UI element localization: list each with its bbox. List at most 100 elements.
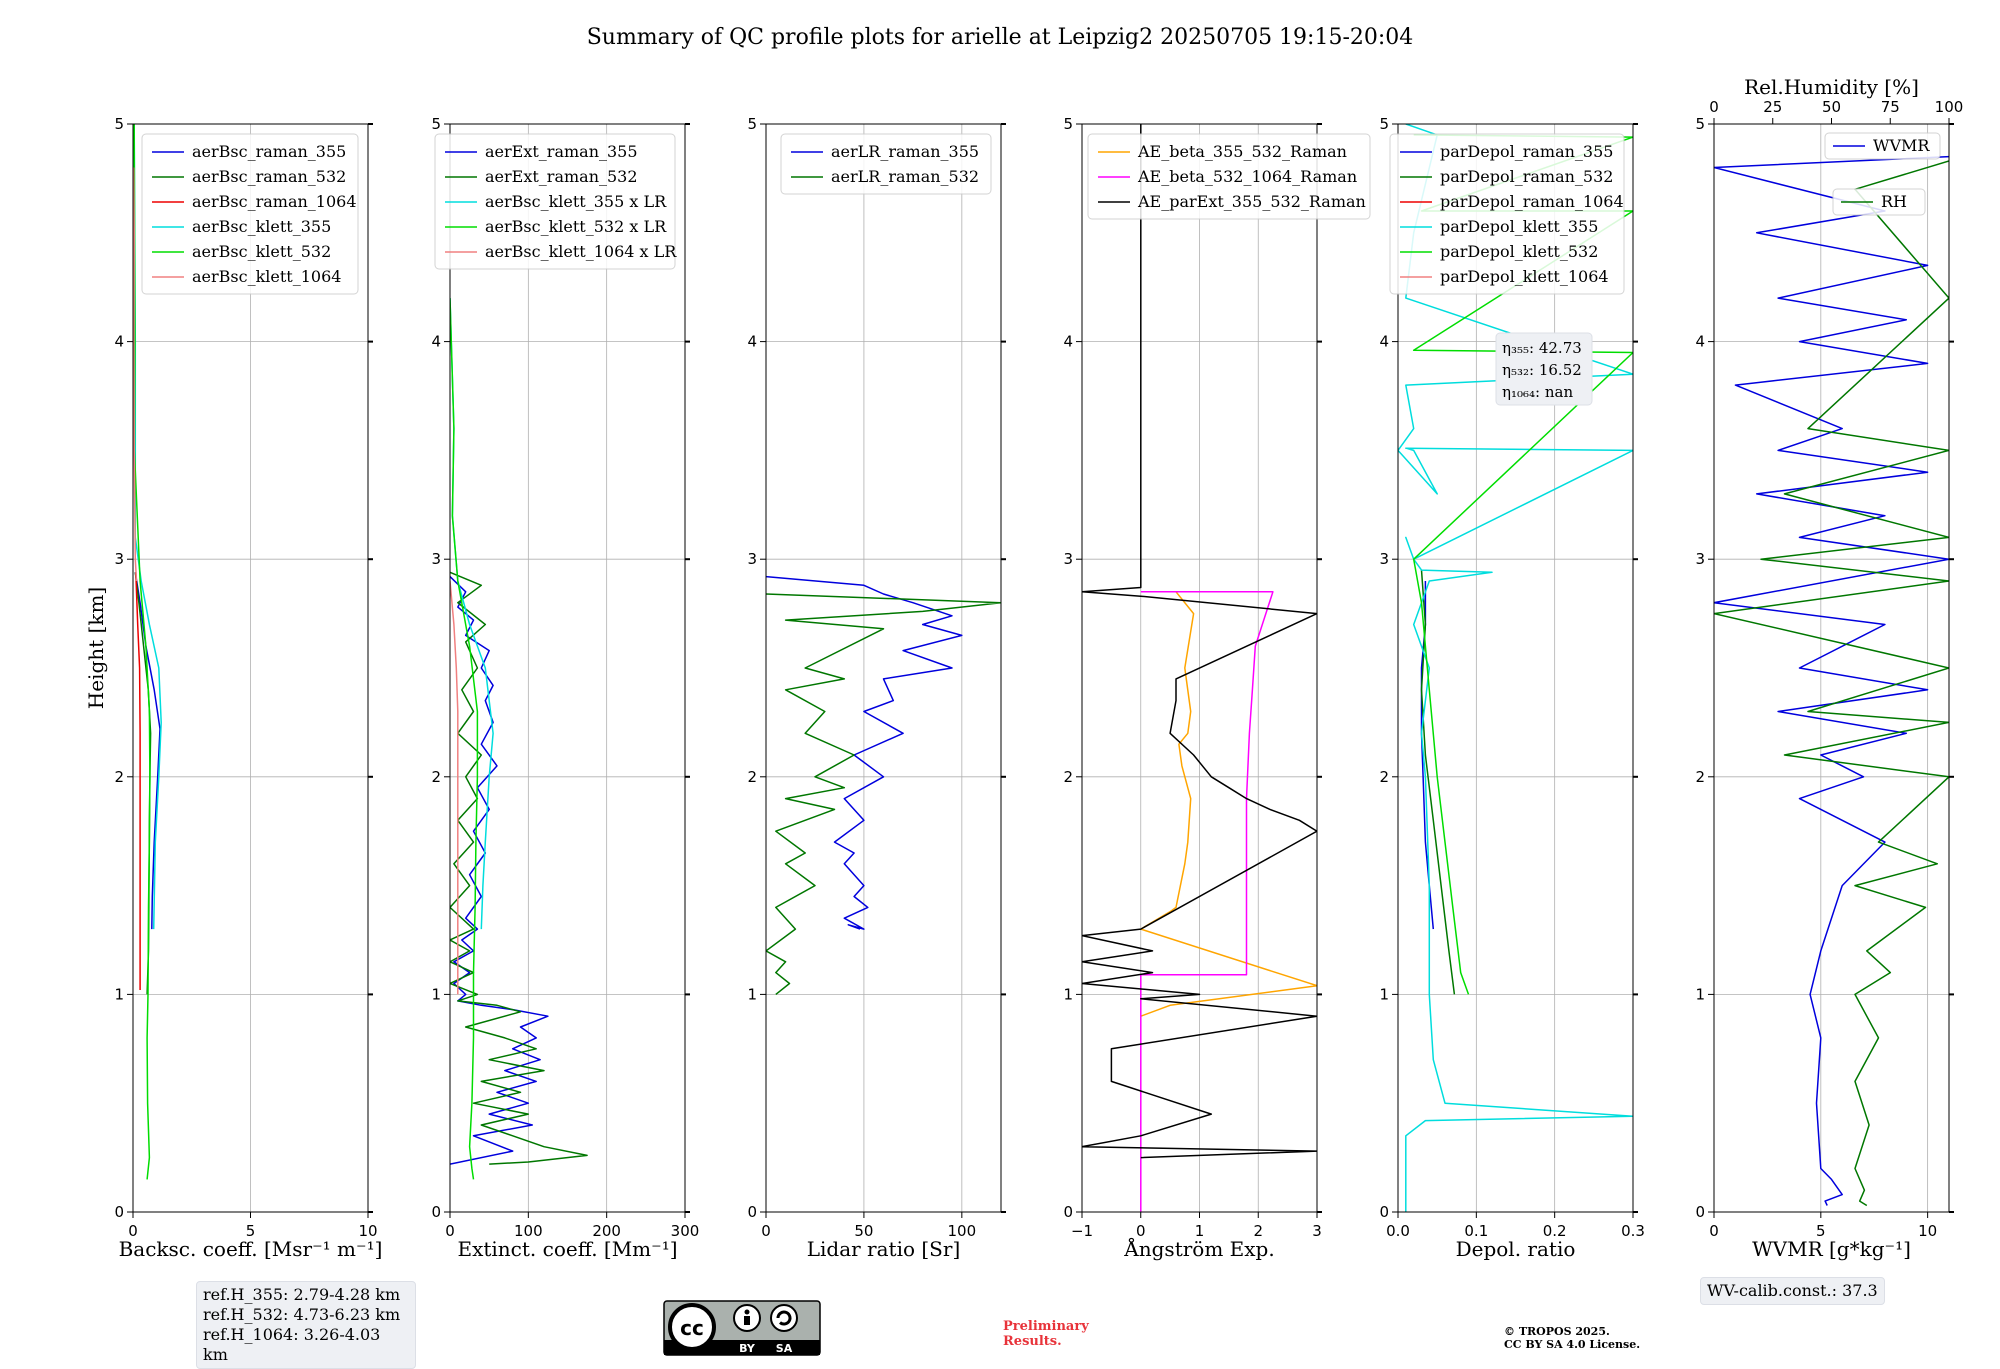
legend: parDepol_raman_355 parDepol_raman_532 parD… bbox=[1389, 133, 1625, 295]
ref-height-355: ref.H_355: 2.79-4.28 km bbox=[203, 1285, 401, 1304]
legend-label: WVMR bbox=[1873, 136, 1930, 155]
x-tick-label: 2 bbox=[1253, 1222, 1263, 1240]
legend-label: AE_beta_355_532_Raman bbox=[1137, 142, 1347, 161]
y-tick-label: 2 bbox=[747, 768, 757, 786]
series-group bbox=[1082, 124, 1317, 1212]
preliminary-line-2: Results. bbox=[1003, 1334, 1062, 1349]
top-x-axis-label: Rel.Humidity [%] bbox=[1744, 75, 1919, 99]
legend-label: aerBsc_klett_532 bbox=[192, 242, 331, 261]
legend-label: parDepol_klett_532 bbox=[1440, 242, 1598, 261]
annotation-box bbox=[1495, 332, 1593, 406]
series-line-aerBsc_klett_1064 x LR bbox=[450, 580, 459, 995]
top-x-tick-label: 25 bbox=[1763, 98, 1782, 116]
legend-label: aerLR_raman_532 bbox=[831, 167, 979, 186]
top-x-tick-label: 0 bbox=[1709, 98, 1719, 116]
y-tick-label: 4 bbox=[1379, 333, 1389, 351]
y-tick-label: 1 bbox=[114, 985, 124, 1003]
legend-label: parDepol_raman_532 bbox=[1440, 167, 1613, 186]
axes-frame bbox=[1713, 123, 1950, 1213]
legend-box bbox=[141, 133, 359, 295]
legend-box bbox=[1832, 188, 1926, 216]
preliminary-line-1: Preliminary bbox=[1003, 1319, 1089, 1334]
y-tick-label: 1 bbox=[431, 985, 441, 1003]
x-tick-label: 100 bbox=[948, 1222, 977, 1240]
y-tick-label: 0 bbox=[1695, 1203, 1705, 1221]
x-tick-label: 0 bbox=[1136, 1222, 1146, 1240]
x-axis-label: Lidar ratio [Sr] bbox=[807, 1237, 961, 1261]
y-tick-label: 2 bbox=[1379, 768, 1389, 786]
figure-title: Summary of QC profile plots for arielle … bbox=[587, 25, 1414, 50]
y-tick-label: 5 bbox=[431, 115, 441, 133]
preliminary-note: Preliminary Results. bbox=[1003, 1319, 1089, 1349]
y-axis-label: Height [km] bbox=[84, 587, 108, 709]
cc-icon-text: cc bbox=[680, 1316, 704, 1340]
legend-box bbox=[434, 133, 676, 270]
legend: aerLR_raman_355 aerLR_raman_532 bbox=[780, 133, 992, 195]
legend-label: parDepol_klett_1064 bbox=[1440, 267, 1609, 286]
y-tick-label: 5 bbox=[747, 115, 757, 133]
x-tick-label: −1 bbox=[1071, 1222, 1093, 1240]
top-x-tick-label: 50 bbox=[1822, 98, 1841, 116]
x-axis-label: WVMR [g*kg⁻¹] bbox=[1752, 1237, 1911, 1261]
copyright-line-1: © TROPOS 2025. bbox=[1504, 1325, 1610, 1338]
legend-WVMR: WVMR bbox=[1824, 132, 1941, 160]
legend-label: AE_beta_532_1064_Raman bbox=[1137, 167, 1357, 186]
x-axis-label: Backsc. coeff. [Msr⁻¹ m⁻¹] bbox=[119, 1237, 383, 1261]
reference-heights-box: ref.H_355: 2.79-4.28 km ref.H_532: 4.73-… bbox=[196, 1281, 416, 1369]
y-tick-label: 4 bbox=[114, 333, 124, 351]
series-line-WVMR bbox=[1714, 155, 1949, 1206]
x-tick-label: 50 bbox=[854, 1222, 873, 1240]
series-line-AE_beta_355_532_Raman bbox=[1140, 591, 1317, 1017]
legend-box bbox=[1389, 133, 1625, 295]
x-tick-label: 0.1 bbox=[1464, 1222, 1488, 1240]
legend-label: aerBsc_klett_1064 x LR bbox=[485, 242, 677, 261]
x-tick-label: 0 bbox=[445, 1222, 455, 1240]
y-tick-label: 2 bbox=[1695, 768, 1705, 786]
legend-label: aerBsc_raman_355 bbox=[192, 142, 346, 161]
depol-eta-annotation: η₃₅₅: 42.73 η₅₃₂: 16.52 η₁₀₆₄: nan bbox=[1495, 332, 1593, 406]
legend-label: aerExt_raman_355 bbox=[485, 142, 638, 161]
axes-frame bbox=[1397, 123, 1634, 1213]
sa-arrow-icon bbox=[770, 1304, 798, 1332]
y-tick-label: 0 bbox=[431, 1203, 441, 1221]
y-tick-label: 0 bbox=[747, 1203, 757, 1221]
x-tick-label: 0.0 bbox=[1386, 1222, 1410, 1240]
y-tick-label: 2 bbox=[1063, 768, 1073, 786]
x-axis-label: Depol. ratio bbox=[1456, 1237, 1576, 1261]
legend-label: aerBsc_klett_355 bbox=[192, 217, 331, 236]
y-tick-label: 5 bbox=[1063, 115, 1073, 133]
copyright-line-2: CC BY SA 4.0 License. bbox=[1504, 1338, 1641, 1351]
annotation-line: η₅₃₂: 16.52 bbox=[1502, 361, 1582, 379]
x-tick-label: 10 bbox=[1918, 1222, 1937, 1240]
y-tick-label: 4 bbox=[1695, 333, 1705, 351]
y-tick-label: 3 bbox=[747, 550, 757, 568]
series-line-AE_beta_532_1064_Raman bbox=[1140, 591, 1274, 1212]
x-tick-label: 0.2 bbox=[1543, 1222, 1567, 1240]
series-line-aerBsc_raman_355 bbox=[134, 572, 161, 930]
cc-by-sa-license-badge: cc BY SA bbox=[663, 1300, 821, 1356]
y-tick-label: 4 bbox=[747, 333, 757, 351]
legend-box bbox=[1087, 133, 1371, 220]
x-axis-label: Extinct. coeff. [Mm⁻¹] bbox=[457, 1237, 677, 1261]
y-tick-label: 1 bbox=[747, 985, 757, 1003]
y-tick-label: 3 bbox=[114, 550, 124, 568]
legend-label: aerBsc_klett_355 x LR bbox=[485, 192, 667, 211]
x-tick-label: 0 bbox=[128, 1222, 138, 1240]
y-tick-label: 2 bbox=[431, 768, 441, 786]
by-label: BY bbox=[739, 1342, 756, 1355]
y-tick-label: 1 bbox=[1695, 985, 1705, 1003]
x-tick-label: 200 bbox=[592, 1222, 621, 1240]
series-group bbox=[133, 124, 162, 1180]
annotation-line: η₃₅₅: 42.73 bbox=[1502, 339, 1582, 357]
legend-box bbox=[780, 133, 992, 195]
series-line-aerBsc_klett_532 x LR bbox=[450, 298, 479, 1180]
y-tick-label: 5 bbox=[1695, 115, 1705, 133]
ref-height-532: ref.H_532: 4.73-6.23 km bbox=[203, 1305, 401, 1324]
y-tick-label: 4 bbox=[431, 333, 441, 351]
y-tick-label: 0 bbox=[114, 1203, 124, 1221]
y-tick-label: 2 bbox=[114, 768, 124, 786]
x-tick-label: 5 bbox=[1816, 1222, 1826, 1240]
